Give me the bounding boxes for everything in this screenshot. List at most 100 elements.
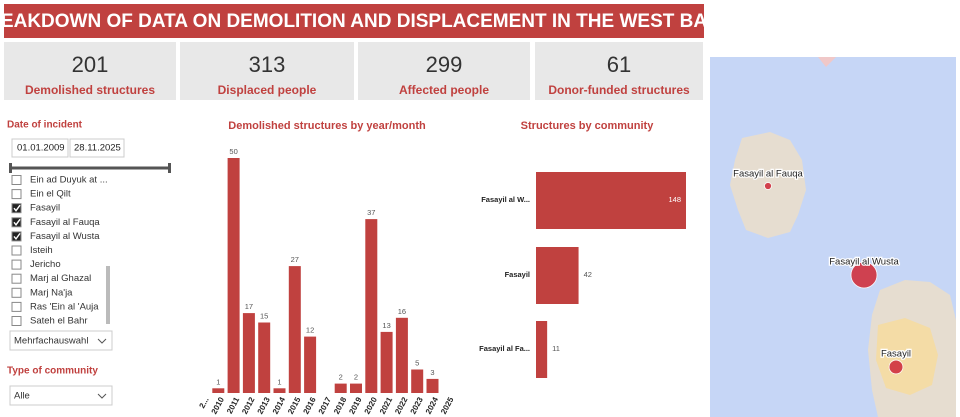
map-area (876, 318, 938, 395)
community-list: Ein ad Duyuk at ... Ein el Qilt Fasayil Fas… (11, 175, 108, 327)
kpi-value: 313 (249, 52, 286, 77)
checkbox[interactable] (11, 231, 22, 242)
checkbox[interactable] (11, 287, 22, 298)
x-tick-label: 2018 (332, 395, 349, 415)
x-tick-label: 2011 (225, 395, 241, 415)
data-label: 17 (245, 302, 253, 311)
x-tick-label: 2016 (301, 395, 318, 415)
data-label: 1 (277, 377, 281, 386)
date-start: 01.01.2009 (17, 143, 65, 154)
data-label: 42 (584, 270, 592, 279)
checkbox[interactable] (11, 316, 22, 326)
map-bubble[interactable] (850, 261, 878, 289)
data-label: 1 (216, 377, 220, 386)
data-label: 27 (291, 255, 299, 264)
x-tick-label: 2013 (256, 395, 273, 415)
bar (288, 266, 301, 393)
bar (212, 388, 225, 393)
bar (536, 172, 686, 229)
scrollbar (106, 266, 110, 324)
bar (365, 219, 378, 393)
list-item[interactable]: Ein ad Duyuk at ... (30, 175, 108, 186)
date-end: 28.11.2025 (74, 143, 121, 154)
checkbox[interactable] (11, 217, 22, 228)
kpi-card (180, 42, 354, 100)
kpi-value: 201 (72, 52, 109, 77)
checkbox[interactable] (11, 301, 22, 312)
map-label: Fasayil al Fauqa (733, 169, 803, 180)
x-tick-label: 2025 (439, 395, 456, 415)
bar (334, 383, 347, 393)
x-tick-label: 2014 (271, 395, 288, 415)
bar (426, 378, 439, 393)
filter-label: Date of incident (7, 120, 83, 131)
list-item[interactable]: Ein el Qilt (30, 189, 71, 200)
list-item[interactable]: Sateh el Bahr (30, 316, 88, 327)
checkbox[interactable] (11, 189, 22, 200)
y-tick-label: Fasayil al W... (481, 195, 530, 204)
chart-title: Demolished structures by year/month (228, 120, 426, 132)
kpi-label: Donor-funded structures (548, 83, 690, 97)
chart-title: Structures by community (521, 120, 655, 132)
x-tick-label: 2... (197, 396, 210, 410)
title-banner (4, 4, 704, 38)
list-item[interactable]: Isteih (30, 245, 53, 256)
data-label: 16 (398, 307, 406, 316)
checkbox[interactable] (11, 245, 22, 256)
list-item[interactable]: Ras 'Ein al 'Auja (30, 301, 99, 312)
date-input[interactable] (69, 138, 125, 158)
kpi-label: Displaced people (218, 83, 317, 97)
filter-label: Type of community (7, 366, 98, 377)
data-label: 3 (430, 368, 434, 377)
date-input[interactable] (11, 138, 69, 158)
chevron (97, 393, 107, 399)
data-label: 11 (552, 344, 560, 353)
check-mark (13, 204, 21, 212)
dropdown[interactable] (9, 385, 113, 406)
kpi-card (358, 42, 530, 100)
checkbox[interactable] (11, 175, 22, 185)
map-bubble[interactable] (888, 359, 904, 375)
data-label: 37 (367, 208, 375, 217)
bar (227, 158, 240, 393)
dropdown-value: Alle (14, 391, 30, 402)
kpi-label: Demolished structures (25, 83, 155, 97)
data-label: 5 (415, 358, 419, 367)
data-label: 13 (382, 321, 390, 330)
slider-handle[interactable] (168, 163, 171, 173)
check-mark (13, 232, 21, 241)
map-label: Fasayil al Wusta (829, 257, 899, 268)
map-bubble[interactable] (764, 182, 772, 190)
checkbox[interactable] (11, 203, 22, 214)
map-label: Fasayil (881, 349, 911, 360)
list-item[interactable]: Fasayil al Fauqa (30, 217, 100, 228)
list-item[interactable]: Fasayil al Wusta (30, 231, 100, 242)
data-label: 15 (260, 311, 268, 320)
chevron (97, 338, 107, 344)
kpi-value: 61 (607, 52, 631, 77)
checkbox[interactable] (11, 273, 22, 284)
bar (273, 388, 286, 393)
x-tick-label: 2015 (286, 395, 303, 415)
x-tick-label: 2021 (378, 395, 395, 415)
x-tick-label: 2012 (240, 395, 257, 415)
list-item[interactable]: Marj al Ghazal (30, 273, 91, 284)
x-tick-label: 2023 (409, 395, 426, 415)
bar (411, 369, 424, 393)
map-area (818, 57, 836, 67)
y-tick-label: Fasayil (505, 270, 530, 279)
list-item[interactable]: Fasayil (30, 203, 60, 214)
bar (536, 321, 548, 378)
page-title: BREAKDOWN OF DATA ON DEMOLITION AND DISP… (0, 11, 735, 32)
bar (304, 336, 317, 393)
list-item[interactable]: Marj Na'ja (30, 287, 73, 298)
data-label: 2 (339, 373, 343, 382)
x-tick-label: 2024 (424, 395, 441, 415)
bar (242, 313, 255, 393)
checkbox[interactable] (11, 259, 22, 270)
list-item[interactable]: Jericho (30, 259, 61, 270)
data-label: 12 (306, 326, 314, 335)
slider-handle[interactable] (9, 163, 12, 173)
kpi-card (4, 42, 176, 100)
dropdown[interactable] (9, 330, 113, 351)
